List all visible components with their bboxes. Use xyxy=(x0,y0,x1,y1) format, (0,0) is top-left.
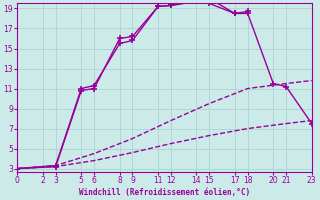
X-axis label: Windchill (Refroidissement éolien,°C): Windchill (Refroidissement éolien,°C) xyxy=(79,188,250,197)
